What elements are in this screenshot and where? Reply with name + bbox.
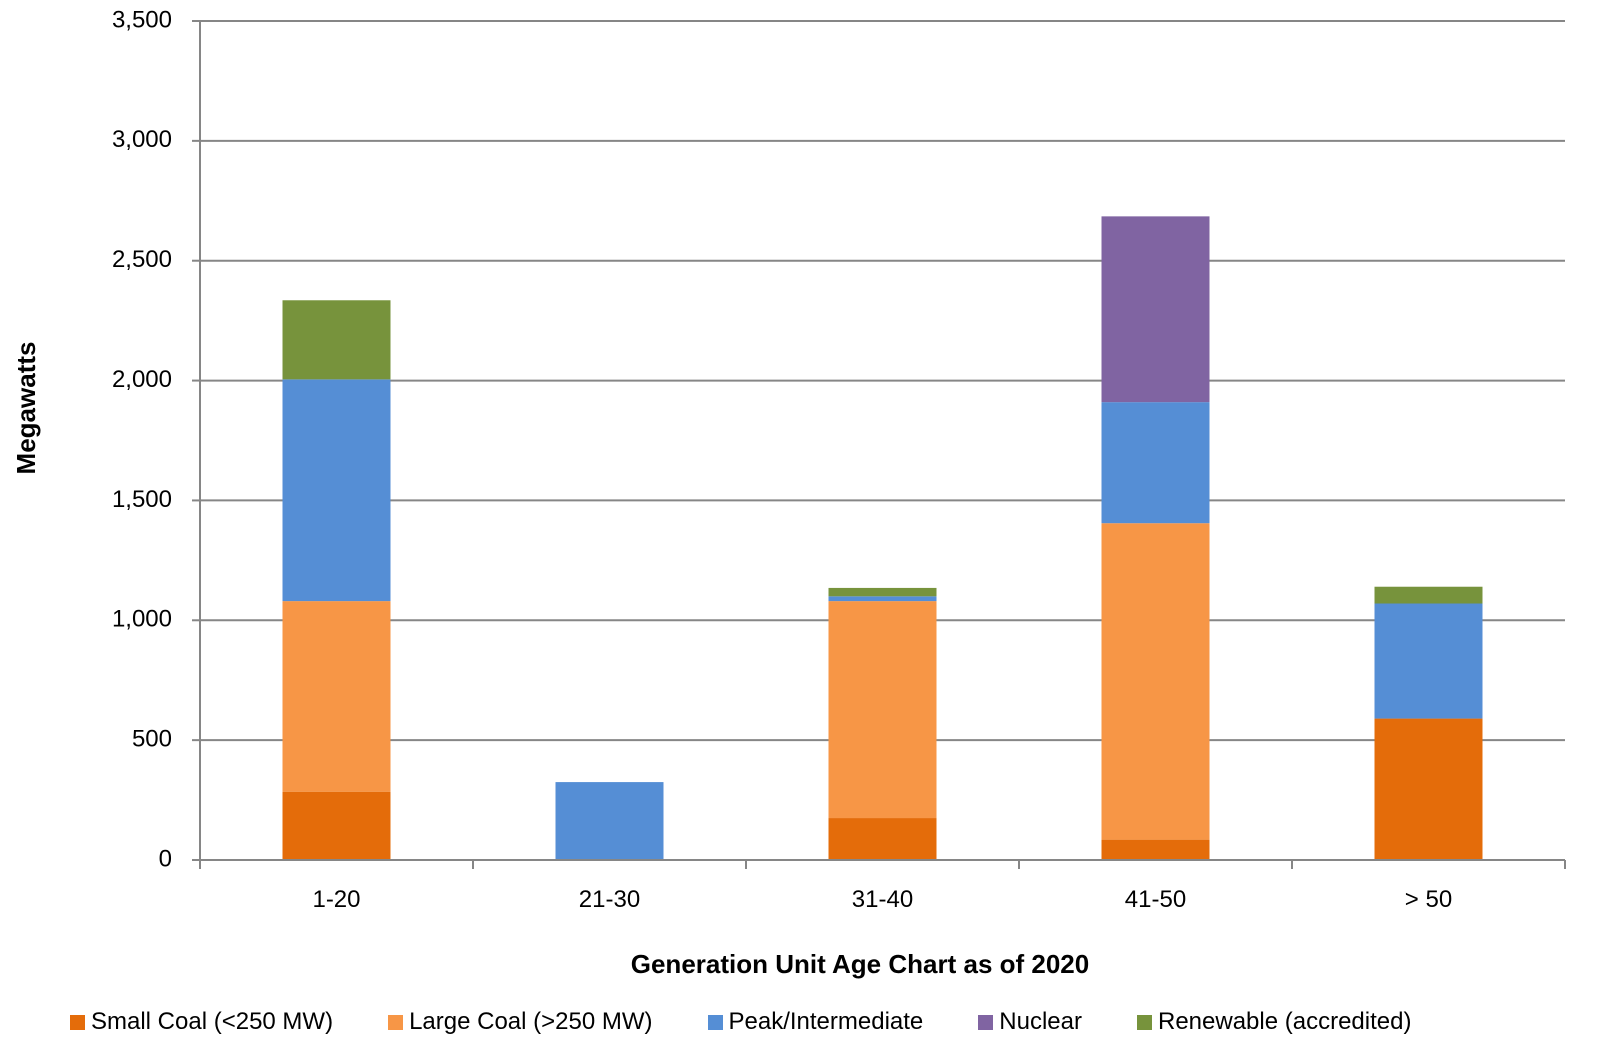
legend-item-small-coal: Small Coal (<250 MW) bbox=[70, 1008, 333, 1036]
legend-swatch-large-coal bbox=[388, 1014, 404, 1030]
bar-segment bbox=[828, 596, 937, 602]
bar-segment bbox=[828, 818, 937, 860]
y-tick-label: 3,500 bbox=[112, 6, 172, 33]
axes bbox=[199, 21, 1566, 869]
y-axis-title: Megawatts bbox=[11, 342, 41, 475]
bar-segment bbox=[828, 601, 937, 819]
legend-item-nuclear: Nuclear bbox=[978, 1008, 1082, 1036]
legend-label-nuclear: Nuclear bbox=[999, 1008, 1082, 1035]
x-tick-label: 21-30 bbox=[579, 886, 640, 913]
bar-segment bbox=[1101, 839, 1210, 860]
y-tick-label: 3,000 bbox=[112, 126, 172, 153]
bar-segment bbox=[1101, 523, 1210, 840]
y-tick-label: 1,000 bbox=[112, 606, 172, 633]
bar-segment bbox=[1101, 216, 1210, 403]
y-tick-label: 2,000 bbox=[112, 366, 172, 393]
bar-segment bbox=[828, 587, 937, 597]
y-tick-label: 2,500 bbox=[112, 246, 172, 273]
bar-segment bbox=[1101, 402, 1210, 524]
legend-label-large-coal: Large Coal (>250 MW) bbox=[409, 1008, 653, 1035]
x-tick-label: > 50 bbox=[1405, 886, 1452, 913]
legend: Small Coal (<250 MW) Large Coal (>250 MW… bbox=[70, 1008, 1411, 1036]
bar-segment bbox=[282, 379, 391, 602]
x-tick-label: 31-40 bbox=[852, 886, 913, 913]
y-tick-label: 1,500 bbox=[112, 486, 172, 513]
bar-segment bbox=[282, 601, 391, 792]
legend-swatch-renewable bbox=[1136, 1014, 1152, 1030]
y-tick-labels: 0 500 1,000 1,500 2,000 2,500 3,000 3,500 bbox=[112, 6, 172, 872]
legend-swatch-small-coal bbox=[70, 1014, 85, 1030]
legend-label-peak-intermediate: Peak/Intermediate bbox=[728, 1008, 924, 1035]
bar-segment bbox=[282, 791, 391, 860]
y-tick-label: 500 bbox=[132, 725, 172, 752]
bar-segment bbox=[1374, 603, 1483, 719]
y-tick-label: 0 bbox=[159, 845, 172, 872]
gridlines bbox=[192, 20, 1565, 861]
legend-item-renewable: Renewable (accredited) bbox=[1136, 1008, 1412, 1036]
x-tick-label: 41-50 bbox=[1125, 886, 1186, 913]
legend-label-small-coal: Small Coal (<250 MW) bbox=[91, 1008, 334, 1035]
x-tick-label: 1-20 bbox=[312, 886, 360, 913]
legend-swatch-nuclear bbox=[978, 1014, 994, 1030]
bars bbox=[282, 216, 1483, 860]
legend-swatch-peak-intermediate bbox=[707, 1014, 723, 1030]
bar-segment bbox=[282, 300, 391, 380]
x-tick-labels: 1-20 21-30 31-40 41-50 > 50 bbox=[312, 886, 1452, 913]
legend-item-peak-intermediate: Peak/Intermediate bbox=[707, 1008, 924, 1036]
x-axis-title: Generation Unit Age Chart as of 2020 bbox=[631, 949, 1089, 979]
legend-label-renewable: Renewable (accredited) bbox=[1157, 1008, 1412, 1035]
bar-segment bbox=[1374, 718, 1483, 860]
legend-item-large-coal: Large Coal (>250 MW) bbox=[388, 1008, 653, 1036]
bar-segment bbox=[1374, 586, 1483, 604]
bar-segment bbox=[555, 782, 664, 860]
